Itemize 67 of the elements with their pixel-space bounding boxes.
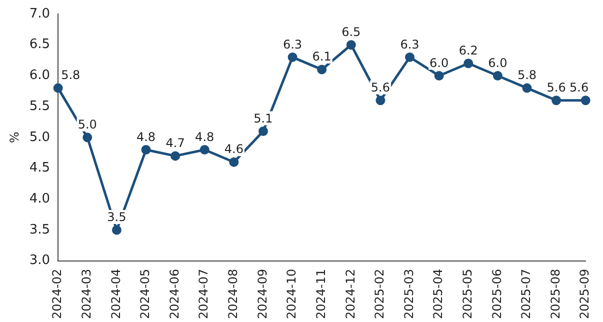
y-tick-label: 3.5 bbox=[29, 222, 50, 238]
point bbox=[200, 145, 210, 155]
x-tick-label: 2025-08 bbox=[548, 268, 562, 319]
point bbox=[580, 96, 590, 106]
x-tick-label: 2025-04 bbox=[431, 268, 446, 319]
data-label: 4.6 bbox=[224, 142, 244, 156]
point bbox=[522, 83, 532, 93]
y-tick-label: 6.5 bbox=[29, 37, 50, 52]
x-tick-label: 2024-08 bbox=[226, 268, 240, 319]
point bbox=[464, 58, 474, 68]
data-label: 4.8 bbox=[136, 130, 156, 144]
y-tick-label: 4.0 bbox=[29, 192, 50, 207]
point bbox=[346, 40, 356, 50]
x-tick-label: 2025-06 bbox=[490, 268, 504, 319]
data-label: 5.6 bbox=[570, 80, 589, 95]
data-label: 5.0 bbox=[78, 118, 97, 132]
y-tick-label: 4.5 bbox=[29, 160, 50, 176]
x-tick-label: 2024-06 bbox=[167, 268, 182, 319]
point bbox=[317, 64, 327, 74]
data-label: 6.0 bbox=[430, 56, 449, 70]
data-label: 6.5 bbox=[342, 24, 361, 39]
x-tick-label: 2024-04 bbox=[108, 268, 123, 319]
x-tick-label: 2024-09 bbox=[255, 268, 270, 319]
point bbox=[434, 70, 444, 80]
x-tick-label: 2024-05 bbox=[138, 268, 152, 319]
y-tick-label: 3.0 bbox=[29, 253, 50, 268]
y-axis-title: % bbox=[7, 132, 22, 144]
point bbox=[288, 52, 298, 62]
point bbox=[492, 70, 502, 80]
point bbox=[112, 225, 122, 235]
point bbox=[141, 145, 151, 155]
x-tick-label: 2025-05 bbox=[460, 268, 474, 319]
x-tick-label: 2025-03 bbox=[402, 268, 416, 319]
x-tick-label: 2025-09 bbox=[578, 268, 592, 319]
data-label: 6.3 bbox=[400, 37, 420, 52]
data-label: 5.8 bbox=[61, 68, 80, 82]
point bbox=[552, 96, 562, 106]
x-tick-label: 2024-10 bbox=[284, 268, 299, 319]
y-tick-label: 5.5 bbox=[29, 98, 50, 114]
data-label: 5.6 bbox=[546, 80, 566, 95]
x-tick-label: 2024-12 bbox=[343, 268, 358, 319]
data-label: 6.2 bbox=[458, 43, 478, 58]
data-label: 3.5 bbox=[107, 210, 126, 224]
y-tick-label: 5.0 bbox=[29, 130, 50, 145]
data-label: 6.3 bbox=[282, 37, 302, 52]
point bbox=[258, 126, 268, 136]
y-tick-label: 7.0 bbox=[29, 6, 50, 22]
data-label: 4.7 bbox=[166, 136, 185, 150]
x-tick-label: 2025-07 bbox=[519, 268, 534, 319]
data-label: 5.1 bbox=[254, 111, 273, 126]
x-tick-label: 2025-02 bbox=[372, 268, 387, 319]
data-label: 5.8 bbox=[517, 68, 537, 82]
point bbox=[82, 132, 92, 142]
x-tick-label: 2024-02 bbox=[50, 268, 64, 319]
x-tick-label: 2024-07 bbox=[196, 268, 211, 319]
y-tick-label: 6.0 bbox=[29, 68, 50, 84]
x-tick-label: 2024-11 bbox=[314, 268, 328, 319]
point bbox=[170, 151, 180, 161]
data-label: 4.8 bbox=[195, 130, 214, 144]
data-label: 6.0 bbox=[488, 56, 508, 70]
point bbox=[405, 52, 415, 62]
x-tick-label: 2024-03 bbox=[80, 268, 94, 319]
data-label: 6.1 bbox=[312, 50, 332, 64]
point bbox=[53, 83, 63, 93]
point bbox=[376, 96, 386, 106]
data-label: 5.6 bbox=[370, 80, 390, 95]
point bbox=[229, 157, 239, 167]
